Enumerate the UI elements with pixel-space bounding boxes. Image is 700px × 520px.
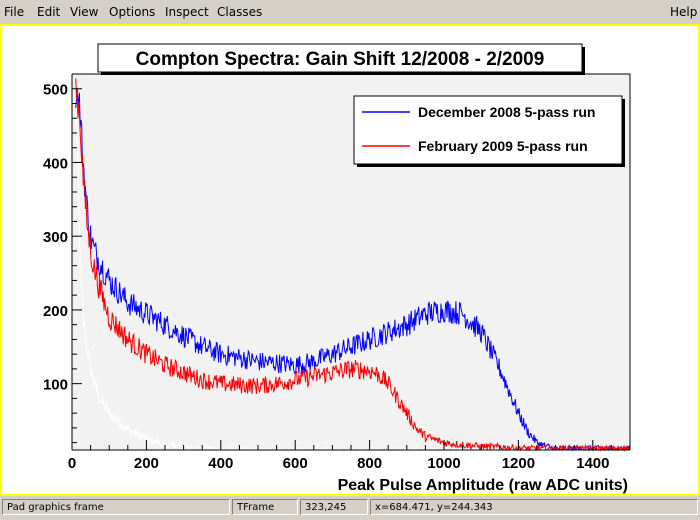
menu-options[interactable]: Options bbox=[109, 5, 156, 19]
x-tick-label: 800 bbox=[357, 455, 382, 472]
canvas-border: 0 200 400 600 800 1000 1200 1400 100 200 300 400 500… bbox=[0, 24, 700, 496]
x-tick-label: 0 bbox=[68, 455, 76, 472]
menu-file[interactable]: File bbox=[4, 5, 25, 19]
y-tick-label: 500 bbox=[43, 82, 68, 99]
menu-edit[interactable]: Edit bbox=[37, 5, 61, 19]
x-tick-label: 1000 bbox=[427, 455, 460, 472]
legend-shadow-bottom bbox=[357, 164, 625, 167]
y-tick-label: 100 bbox=[43, 377, 68, 394]
legend[interactable]: December 2008 5-pass run February 2009 5… bbox=[353, 95, 625, 167]
chart-title-box[interactable]: Compton Spectra: Gain Shift 12/2008 - 2/… bbox=[97, 43, 585, 75]
menu-help[interactable]: Help bbox=[670, 5, 698, 19]
menu-view[interactable]: View bbox=[70, 5, 99, 19]
series-layer bbox=[75, 78, 631, 452]
status-class: TFrame bbox=[232, 499, 298, 515]
y-tick-label: 200 bbox=[43, 303, 68, 320]
x-axis-label: Peak Pulse Amplitude (raw ADC units) bbox=[338, 477, 628, 494]
status-pixel: 323,245 bbox=[300, 499, 368, 515]
x-tick-label: 1400 bbox=[576, 455, 609, 472]
legend-label-december: December 2008 5-pass run bbox=[418, 104, 595, 120]
menu-bar: File Edit View Options Inspect Classes H… bbox=[0, 0, 700, 24]
legend-label-february: February 2009 5-pass run bbox=[418, 138, 588, 154]
status-bar: Pad graphics frame TFrame 323,245 x=684.… bbox=[0, 496, 700, 520]
y-tick-label: 300 bbox=[43, 229, 68, 246]
series-february-line bbox=[75, 78, 631, 452]
legend-shadow-right bbox=[622, 99, 625, 167]
title-box-shadow-bottom bbox=[101, 72, 585, 75]
series-december-line bbox=[75, 87, 631, 452]
title-box-shadow-right bbox=[582, 47, 585, 75]
canvas[interactable]: 0 200 400 600 800 1000 1200 1400 100 200 300 400 500… bbox=[2, 26, 698, 494]
x-tick-label: 200 bbox=[134, 455, 159, 472]
x-tick-label: 1200 bbox=[502, 455, 535, 472]
status-coords: x=684.471, y=244.343 bbox=[370, 499, 698, 515]
status-object: Pad graphics frame bbox=[2, 499, 230, 515]
chart-title: Compton Spectra: Gain Shift 12/2008 - 2/… bbox=[136, 49, 545, 70]
menu-inspect[interactable]: Inspect bbox=[165, 5, 209, 19]
x-tick-label: 400 bbox=[208, 455, 233, 472]
x-tick-label: 600 bbox=[283, 455, 308, 472]
menu-classes[interactable]: Classes bbox=[217, 5, 263, 19]
y-tick-label: 400 bbox=[43, 155, 68, 172]
title-box-bg bbox=[97, 43, 583, 73]
spectrum-plot[interactable]: 0 200 400 600 800 1000 1200 1400 100 200 300 400 500… bbox=[2, 26, 698, 494]
